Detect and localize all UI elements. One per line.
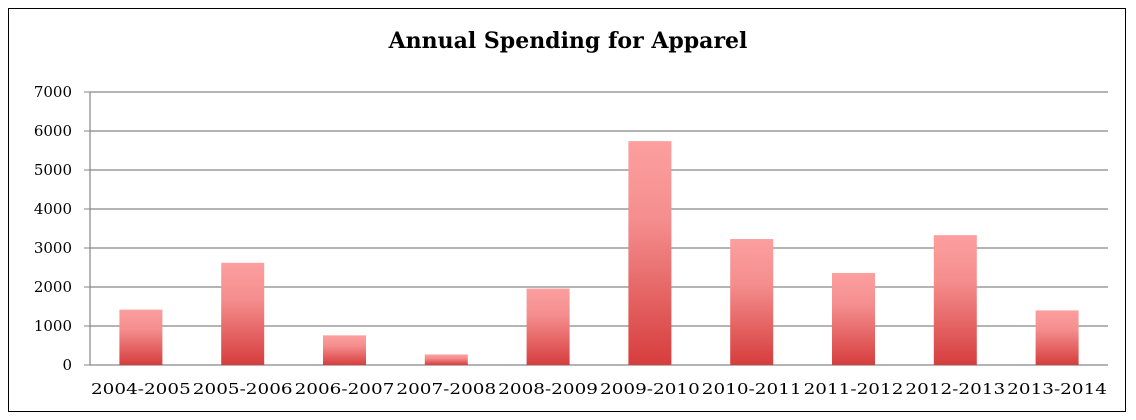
bar-2011-2012 xyxy=(832,272,875,365)
x-tick-label: 2011-2012 xyxy=(804,380,904,398)
x-tick-label: 2007-2008 xyxy=(396,380,496,398)
bar-2010-2011 xyxy=(730,239,774,365)
bar-2008-2009 xyxy=(526,288,570,365)
bar-2005-2006 xyxy=(221,262,265,365)
bar-2009-2010 xyxy=(628,141,672,365)
bar-2006-2007 xyxy=(323,335,366,365)
x-tick-label: 2010-2011 xyxy=(702,380,802,398)
x-axis-ticks: 2004-2005 2005-2006 2006-2007 2007-2008 2008… xyxy=(91,380,1107,398)
y-tick-label: 2000 xyxy=(34,278,72,296)
y-axis-ticks: 0 1000 2000 3000 4000 5000 6000 7000 xyxy=(34,83,72,374)
x-tick-label: 2006-2007 xyxy=(295,380,395,398)
x-tick-label: 2013-2014 xyxy=(1007,380,1107,398)
x-tick-label: 2005-2006 xyxy=(193,380,293,398)
y-tick-label: 4000 xyxy=(34,200,72,218)
y-tick-label: 7000 xyxy=(34,83,72,101)
x-tick-label: 2009-2010 xyxy=(600,380,700,398)
bar-2012-2013 xyxy=(933,235,977,365)
bar-2004-2005 xyxy=(119,309,163,365)
y-tick-label: 3000 xyxy=(34,239,72,257)
x-tick-label: 2012-2013 xyxy=(905,380,1005,398)
y-tick-label: 6000 xyxy=(34,122,72,140)
y-tick-label: 0 xyxy=(62,356,72,374)
x-tick-label: 2008-2009 xyxy=(498,380,598,398)
y-tick-label: 1000 xyxy=(34,317,72,335)
x-tick-label: 2004-2005 xyxy=(91,380,191,398)
bar-2013-2014 xyxy=(1035,310,1079,365)
bars xyxy=(119,141,1079,365)
chart-title: Annual Spending for Apparel xyxy=(388,28,748,54)
y-tick-label: 5000 xyxy=(34,161,72,179)
bar-2007-2008 xyxy=(424,354,468,365)
